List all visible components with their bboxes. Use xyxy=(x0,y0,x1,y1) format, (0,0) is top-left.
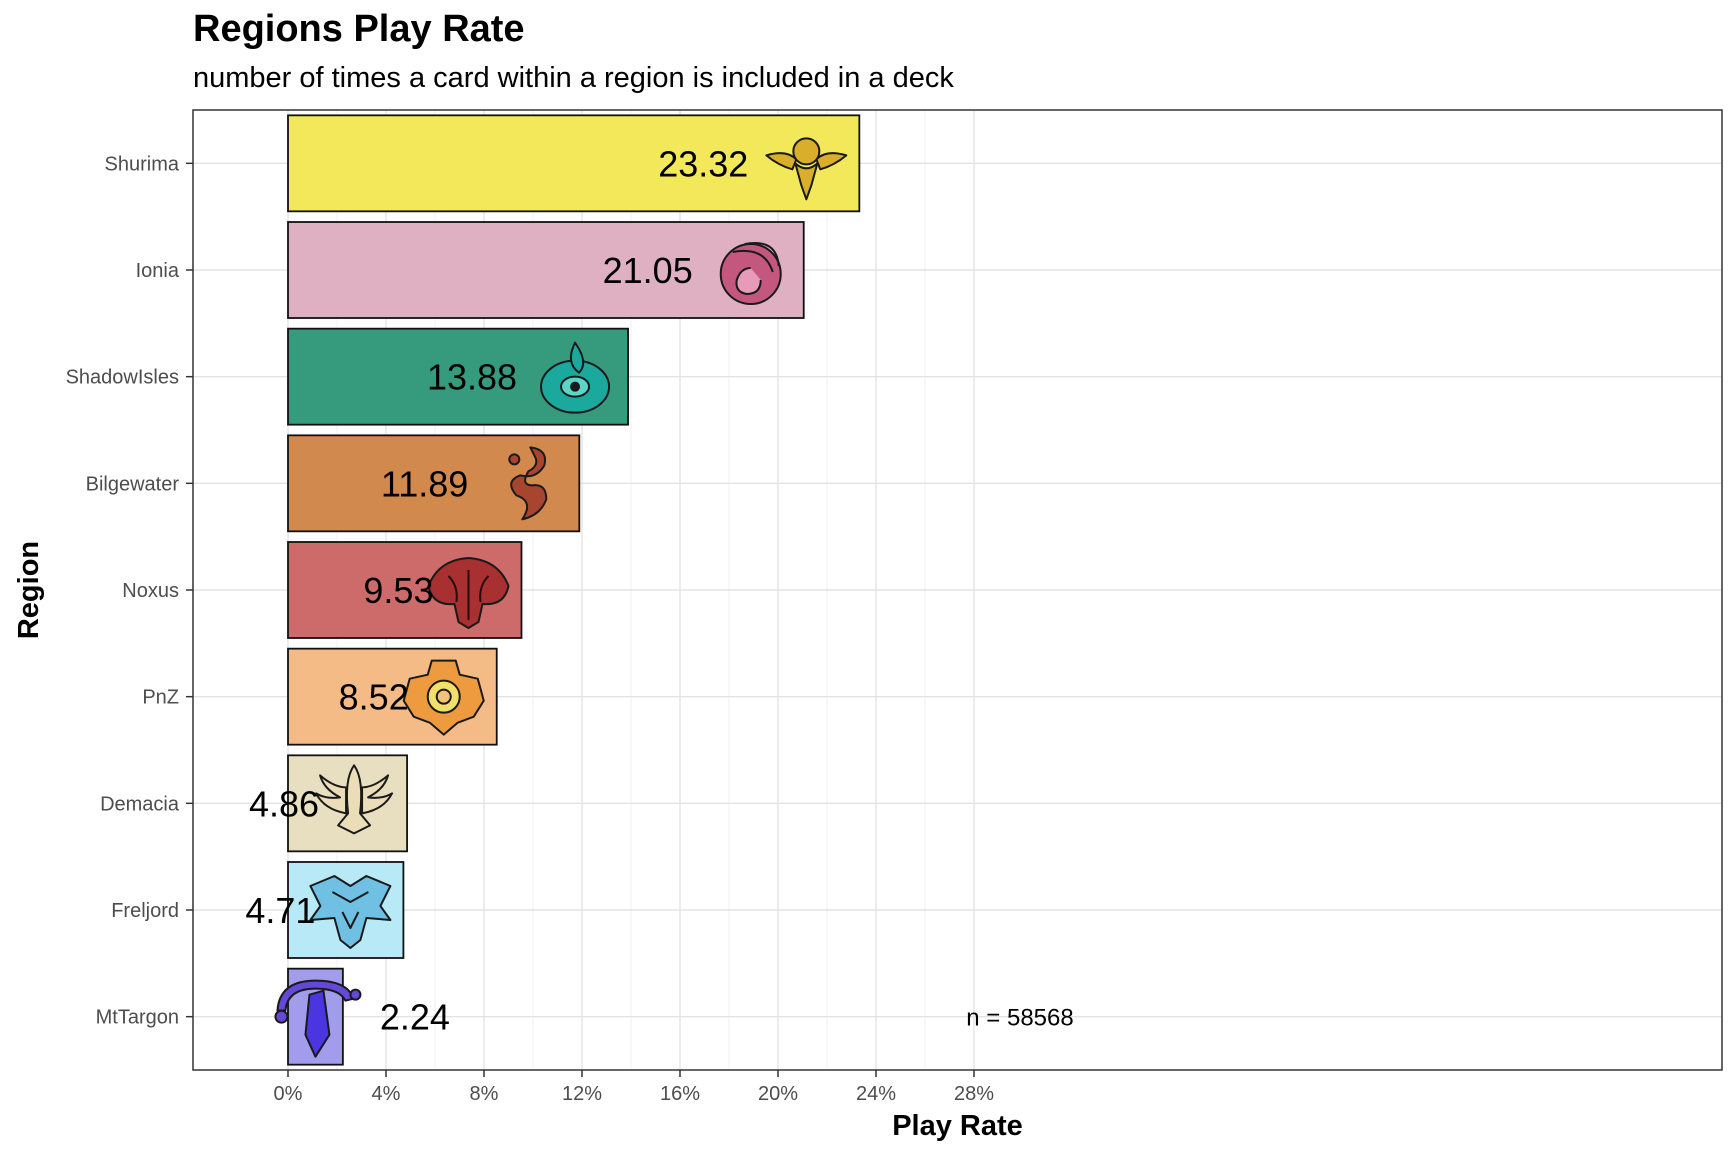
y-tick-label: Shurima xyxy=(105,153,180,175)
y-tick-label: PnZ xyxy=(142,687,179,709)
mount-targon-icon xyxy=(274,979,362,1058)
value-label: 11.89 xyxy=(381,463,468,504)
value-label: 23.32 xyxy=(658,143,748,184)
piltover-zaun-icon xyxy=(402,659,485,736)
y-tick-label: Bilgewater xyxy=(86,473,180,495)
value-label: 21.05 xyxy=(603,250,693,291)
value-label: 4.86 xyxy=(249,783,319,824)
demacia-icon xyxy=(315,764,394,835)
bilgewater-icon xyxy=(508,446,548,521)
freljord-icon xyxy=(309,875,392,949)
noxus-icon xyxy=(427,557,510,629)
y-axis-title: Region xyxy=(13,541,45,639)
y-tick-label: Noxus xyxy=(122,580,179,602)
value-label: 4.71 xyxy=(245,890,315,931)
y-tick-label: Freljord xyxy=(111,900,179,922)
y-tick-label: ShadowIsles xyxy=(66,367,179,389)
value-label: 2.24 xyxy=(380,997,450,1038)
shadow-isles-icon xyxy=(540,341,611,414)
bar-ionia xyxy=(287,221,805,319)
region-icons xyxy=(274,137,848,1058)
bar-shurima xyxy=(287,114,861,213)
ionia-icon xyxy=(719,242,782,305)
y-tick-label: Demacia xyxy=(100,793,180,815)
x-tick-label: 24% xyxy=(856,1083,896,1105)
x-axis-title: Play Rate xyxy=(892,1110,1023,1142)
value-labels: 23.32 21.05 13.88 11.89 9.53 8.52 4.86 4.71 2.24 xyxy=(245,143,748,1037)
x-tick-label: 20% xyxy=(758,1083,798,1105)
y-tick-label: Ionia xyxy=(136,260,180,282)
x-tick-label: 8% xyxy=(470,1083,499,1105)
value-label: 9.53 xyxy=(363,570,433,611)
shurima-icon xyxy=(765,137,848,201)
axes: Shurima Ionia ShadowIsles Bilgewater Noxus Pn… xyxy=(66,153,995,1105)
x-tick-label: 28% xyxy=(954,1083,994,1105)
x-tick-label: 16% xyxy=(660,1083,700,1105)
x-tick-label: 0% xyxy=(274,1083,303,1105)
sample-size-annotation: n = 58568 xyxy=(966,1005,1073,1032)
chart-title: Regions Play Rate xyxy=(193,8,525,50)
value-label: 8.52 xyxy=(339,677,409,718)
chart-subtitle: number of times a card within a region i… xyxy=(193,62,954,94)
x-tick-label: 4% xyxy=(372,1083,401,1105)
x-tick-label: 12% xyxy=(562,1083,602,1105)
value-label: 13.88 xyxy=(427,357,517,398)
y-tick-label: MtTargon xyxy=(96,1007,179,1029)
